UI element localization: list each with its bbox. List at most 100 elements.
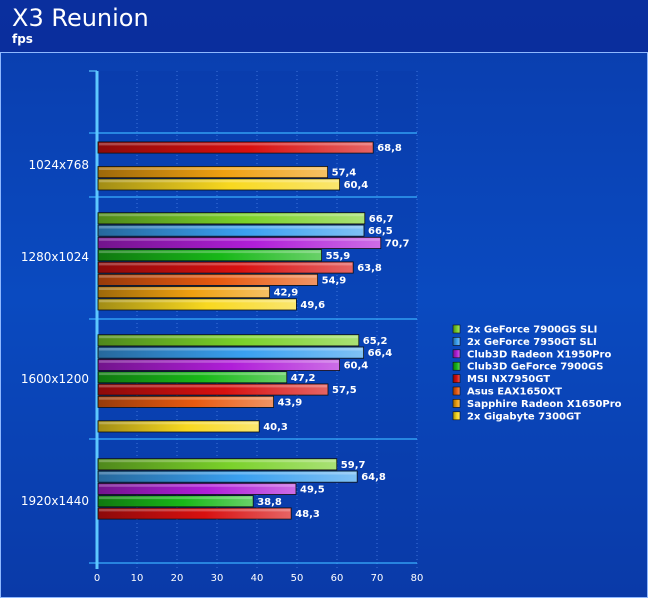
x-tick-label: 30 (211, 573, 224, 584)
value-label: 60,4 (344, 361, 369, 372)
bar-2-4 (97, 383, 329, 396)
category-label: 1920x1440 (21, 494, 89, 508)
bar-highlight (99, 496, 253, 500)
bar-highlight (99, 384, 327, 388)
value-label: 55,9 (326, 251, 351, 262)
legend-swatch (452, 349, 461, 359)
bar-highlight (99, 372, 286, 376)
value-label: 63,8 (357, 263, 382, 274)
category-label: 1600x1200 (21, 372, 89, 386)
legend-swatch (452, 337, 461, 346)
legend-label: Sapphire Radeon X1650Pro (467, 399, 622, 410)
bar-highlight (99, 360, 339, 363)
legend-swatch (452, 324, 461, 334)
bar-highlight (99, 213, 364, 217)
bar-1-1 (97, 224, 365, 237)
value-label: 48,3 (295, 509, 320, 520)
value-label: 59,7 (341, 460, 366, 471)
chart-panel: 0 10 20 30 40 50 60 70 80 1024x768 1280x1024 1600x1… (0, 52, 648, 598)
value-label: 66,4 (368, 348, 393, 359)
x-tick-label: 20 (171, 573, 184, 584)
value-label: 38,8 (257, 497, 282, 508)
x-tick-label: 40 (251, 573, 264, 584)
legend-swatch (452, 399, 461, 408)
x-tick-label: 0 (94, 573, 100, 584)
value-label: 42,9 (274, 288, 299, 299)
bar-1-2 (97, 236, 382, 249)
bar-highlight (99, 262, 353, 266)
bar-1-5 (97, 273, 319, 286)
bar-1-6 (97, 286, 271, 299)
bar-3-2 (97, 482, 297, 495)
bar-1-7 (97, 298, 297, 311)
value-label: 64,8 (361, 472, 386, 483)
bar-highlight (99, 459, 336, 463)
bar-3-1 (97, 470, 358, 483)
bar-1-4 (97, 261, 354, 274)
value-label: 49,6 (300, 300, 325, 311)
legend-label: Club3D Radeon X1950Pro (467, 349, 611, 360)
legend-label: Asus EAX1650XT (467, 387, 562, 398)
category-label: 1280x1024 (21, 250, 89, 264)
value-label: 54,9 (322, 275, 347, 286)
bar-highlight (99, 397, 273, 400)
bar-3-3 (97, 495, 254, 508)
bar-highlight (99, 179, 339, 183)
value-label: 57,5 (332, 385, 357, 396)
bar-highlight (99, 238, 380, 241)
bar-highlight (99, 508, 291, 512)
bar-2-1 (97, 346, 365, 359)
bar-highlight (99, 484, 295, 487)
bar-chart: 0 10 20 30 40 50 60 70 80 1024x768 1280x1024 1600x1… (21, 70, 622, 584)
value-label: 60,4 (344, 180, 369, 191)
bar-highlight (99, 287, 269, 290)
bar-highlight (99, 142, 373, 146)
legend-swatch (452, 361, 461, 371)
legend-label: 2x GeForce 7950GT SLI (467, 337, 597, 348)
bar-1-0 (97, 212, 366, 225)
bar-highlight (99, 226, 363, 229)
value-label: 57,4 (332, 168, 357, 179)
value-label: 66,5 (368, 226, 393, 237)
chart-subtitle: fps (12, 32, 33, 46)
legend-label: Club3D GeForce 7900GS (467, 362, 603, 373)
legend-label: 2x GeForce 7900GS SLI (467, 325, 597, 336)
value-label: 65,2 (363, 336, 388, 347)
bar-0-6 (97, 166, 329, 179)
bar-2-5 (97, 395, 275, 408)
bar-3-4 (97, 507, 292, 520)
bar-0-7 (97, 178, 341, 191)
x-tick-label: 10 (131, 573, 144, 584)
category-label: 1024x768 (28, 158, 89, 172)
bar-highlight (99, 250, 321, 254)
value-label: 40,3 (263, 422, 288, 433)
value-label: 43,9 (278, 397, 303, 408)
value-label: 49,5 (300, 485, 325, 496)
bar-highlight (99, 275, 317, 278)
bar-highlight (99, 167, 327, 170)
x-tick-label: 60 (331, 573, 344, 584)
bar-2-3 (97, 371, 288, 384)
bar-highlight (99, 472, 357, 475)
bar-2-2 (97, 358, 341, 371)
legend-label: 2x Gigabyte 7300GT (467, 411, 581, 422)
legend-swatch (452, 374, 461, 383)
bar-2-0 (97, 334, 360, 347)
x-tick-label: 80 (411, 573, 424, 584)
bar-3-0 (97, 458, 338, 471)
value-label: 70,7 (385, 239, 410, 250)
bar-2-7 (97, 420, 260, 433)
bar-0-4 (97, 141, 374, 154)
bar-highlight (99, 299, 296, 303)
bar-highlight (99, 421, 259, 425)
value-label: 47,2 (291, 373, 316, 384)
x-tick-label: 50 (291, 573, 304, 584)
legend-swatch (452, 386, 461, 396)
value-label: 66,7 (369, 214, 394, 225)
x-tick-label: 70 (371, 573, 384, 584)
chart-title: X3 Reunion (12, 4, 149, 32)
value-label: 68,8 (377, 143, 402, 154)
bar-highlight (99, 348, 363, 351)
legend-swatch (452, 411, 461, 421)
